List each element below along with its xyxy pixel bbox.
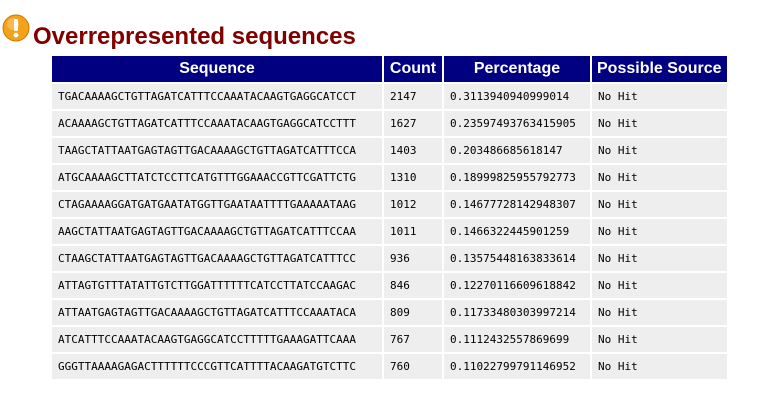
percentage-cell: 0.23597493763415905 [444,111,590,136]
percentage-cell: 0.11022799791146952 [444,354,590,379]
percentage-cell: 0.11733480303997214 [444,300,590,325]
sequence-cell: ATCATTTCCAAATACAAGTGAGGCATCCTTTTTGAAAGAT… [52,327,382,352]
table-row: TGACAAAAGCTGTTAGATCATTTCCAAATACAAGTGAGGC… [52,84,727,109]
source-cell: No Hit [592,84,727,109]
source-cell: No Hit [592,219,727,244]
sequence-cell: CTAAGCTATTAATGAGTAGTTGACAAAAGCTGTTAGATCA… [52,246,382,271]
header-sequence: Sequence [52,56,382,82]
sequence-cell: ATGCAAAAGCTTATCTCCTTCATGTTTGGAAACCGTTCGA… [52,165,382,190]
count-cell: 1310 [384,165,442,190]
source-cell: No Hit [592,273,727,298]
sequence-cell: TGACAAAAGCTGTTAGATCATTTCCAAATACAAGTGAGGC… [52,84,382,109]
header-percentage: Percentage [444,56,590,82]
source-cell: No Hit [592,111,727,136]
count-cell: 1403 [384,138,442,163]
count-cell: 809 [384,300,442,325]
count-cell: 760 [384,354,442,379]
header-count: Count [384,56,442,82]
page-title: Overrepresented sequences [33,23,356,50]
table-row: GGGTTAAAAGAGACTTTTTTCCCGTTCATTTTACAAGATG… [52,354,727,379]
table-row: CTAAGCTATTAATGAGTAGTTGACAAAAGCTGTTAGATCA… [52,246,727,271]
overrepresented-sequences-table: Sequence Count Percentage Possible Sourc… [50,54,729,381]
percentage-cell: 0.14677728142948307 [444,192,590,217]
sequence-cell: CTAGAAAAGGATGATGAATATGGTTGAATAATTTTGAAAA… [52,192,382,217]
table-header-row: Sequence Count Percentage Possible Sourc… [52,56,727,82]
count-cell: 1627 [384,111,442,136]
sequence-cell: ATTAATGAGTAGTTGACAAAAGCTGTTAGATCATTTCCAA… [52,300,382,325]
table-row: ATCATTTCCAAATACAAGTGAGGCATCCTTTTTGAAAGAT… [52,327,727,352]
source-cell: No Hit [592,138,727,163]
sequence-cell: ACAAAAGCTGTTAGATCATTTCCAAATACAAGTGAGGCAT… [52,111,382,136]
count-cell: 1011 [384,219,442,244]
source-cell: No Hit [592,192,727,217]
sequence-cell: ATTAGTGTTTATATTGTCTTGGATTTTTTCATCCTTATCC… [52,273,382,298]
count-cell: 1012 [384,192,442,217]
sequence-cell: TAAGCTATTAATGAGTAGTTGACAAAAGCTGTTAGATCAT… [52,138,382,163]
source-cell: No Hit [592,327,727,352]
source-cell: No Hit [592,246,727,271]
count-cell: 846 [384,273,442,298]
table-row: ATGCAAAAGCTTATCTCCTTCATGTTTGGAAACCGTTCGA… [52,165,727,190]
source-cell: No Hit [592,165,727,190]
count-cell: 936 [384,246,442,271]
percentage-cell: 0.1466322445901259 [444,219,590,244]
header-possible-source: Possible Source [592,56,727,82]
sequence-cell: GGGTTAAAAGAGACTTTTTTCCCGTTCATTTTACAAGATG… [52,354,382,379]
source-cell: No Hit [592,354,727,379]
percentage-cell: 0.203486685618147 [444,138,590,163]
percentage-cell: 0.3113940940999014 [444,84,590,109]
percentage-cell: 0.18999825955792773 [444,165,590,190]
table-row: CTAGAAAAGGATGATGAATATGGTTGAATAATTTTGAAAA… [52,192,727,217]
sequence-cell: AAGCTATTAATGAGTAGTTGACAAAAGCTGTTAGATCATT… [52,219,382,244]
count-cell: 767 [384,327,442,352]
table-row: ATTAATGAGTAGTTGACAAAAGCTGTTAGATCATTTCCAA… [52,300,727,325]
table-row: TAAGCTATTAATGAGTAGTTGACAAAAGCTGTTAGATCAT… [52,138,727,163]
percentage-cell: 0.13575448163833614 [444,246,590,271]
percentage-cell: 0.12270116609618842 [444,273,590,298]
table-row: AAGCTATTAATGAGTAGTTGACAAAAGCTGTTAGATCATT… [52,219,727,244]
percentage-cell: 0.1112432557869699 [444,327,590,352]
table-row: ATTAGTGTTTATATTGTCTTGGATTTTTTCATCCTTATCC… [52,273,727,298]
count-cell: 2147 [384,84,442,109]
warning-icon [2,14,30,42]
table-row: ACAAAAGCTGTTAGATCATTTCCAAATACAAGTGAGGCAT… [52,111,727,136]
source-cell: No Hit [592,300,727,325]
